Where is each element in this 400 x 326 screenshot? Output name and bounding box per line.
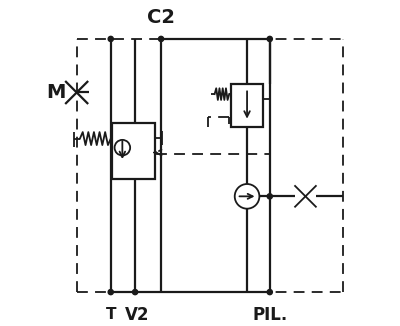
- Circle shape: [267, 194, 272, 199]
- Bar: [231, 83, 263, 127]
- Text: T: T: [106, 307, 116, 322]
- Circle shape: [114, 140, 130, 156]
- Circle shape: [158, 36, 164, 41]
- Circle shape: [132, 289, 138, 295]
- Text: V2: V2: [124, 306, 149, 324]
- Text: PIL.: PIL.: [252, 306, 287, 324]
- Circle shape: [108, 36, 113, 41]
- Circle shape: [267, 289, 272, 295]
- Text: C2: C2: [147, 8, 175, 27]
- Circle shape: [267, 36, 272, 41]
- Text: M: M: [46, 83, 65, 102]
- Bar: [112, 123, 154, 179]
- Circle shape: [235, 184, 259, 209]
- Circle shape: [108, 289, 113, 295]
